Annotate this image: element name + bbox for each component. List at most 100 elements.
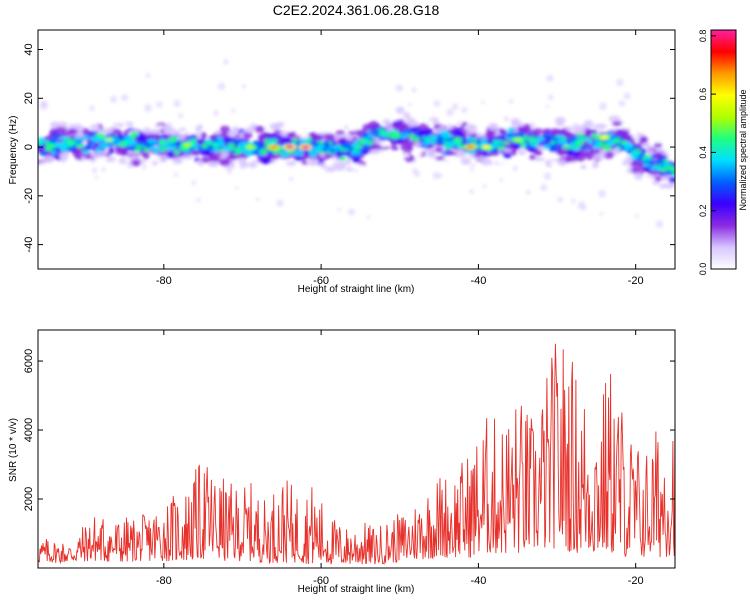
heatmap-cell: [502, 148, 512, 153]
heatmap-outlier: [571, 198, 576, 204]
heatmap-cell: [150, 157, 162, 162]
heatmap-cell: [125, 121, 134, 127]
heatmap-cell: [73, 137, 83, 142]
heatmap-cell: [625, 144, 634, 149]
heatmap-outlier: [481, 100, 485, 104]
heatmap-cell: [281, 130, 288, 138]
heatmap-cell: [566, 137, 577, 142]
heatmap-cell: [563, 132, 575, 139]
heatmap-cell: [585, 171, 594, 177]
heatmap-cell: [363, 145, 372, 150]
heatmap-cell: [644, 157, 651, 161]
heatmap-cell: [339, 156, 347, 162]
heatmap-cell: [205, 139, 212, 144]
heatmap-cell: [50, 149, 57, 154]
heatmap-cell: [173, 150, 180, 155]
heatmap-cell: [350, 122, 361, 131]
heatmap-cell: [40, 122, 49, 131]
heatmap-cell: [207, 161, 219, 167]
heatmap-hotspot-core: [246, 145, 255, 150]
heatmap-cell: [642, 126, 652, 132]
heatmap-cell: [166, 145, 177, 151]
heatmap-cell: [269, 123, 280, 131]
y-tick-label: 4000: [23, 418, 35, 442]
heatmap-cell: [367, 140, 374, 145]
heatmap-cell: [149, 145, 155, 150]
heatmap-cell: [631, 166, 641, 174]
snr-y-axis-label: SNR (10 * v/v): [8, 418, 19, 482]
heatmap-cell: [369, 129, 381, 134]
heatmap-cell: [134, 144, 146, 148]
heatmap-cell: [308, 149, 319, 154]
heatmap-outlier: [599, 212, 603, 216]
heatmap-outlier: [173, 99, 181, 108]
heatmap-cell: [550, 160, 558, 166]
heatmap-cell: [655, 152, 663, 159]
heatmap-cell: [584, 138, 592, 142]
heatmap-cell: [219, 158, 231, 166]
heatmap-cell: [405, 143, 413, 152]
heatmap-outlier: [543, 172, 552, 180]
heatmap-outlier: [156, 101, 163, 108]
heatmap-cell: [243, 131, 253, 139]
heatmap-outlier: [235, 186, 239, 190]
heatmap-cell: [446, 151, 457, 156]
heatmap-cell: [598, 142, 604, 148]
heatmap-cell: [580, 145, 590, 151]
heatmap-cell: [622, 134, 632, 142]
heatmap-cell: [426, 119, 433, 126]
heatmap-cell: [281, 136, 290, 143]
heatmap-cell: [668, 176, 675, 184]
heatmap-outlier: [178, 113, 184, 119]
snr-x-axis-label: Height of straight line (km): [298, 584, 415, 595]
heatmap-cell: [548, 152, 559, 159]
heatmap-cell: [554, 116, 566, 125]
x-tick-label: -60: [313, 275, 329, 287]
heatmap-cell: [571, 146, 581, 151]
snr-y-ticks: 2000 4000 6000: [23, 349, 675, 511]
heatmap-cell: [368, 102, 379, 108]
heatmap-outlier: [581, 205, 586, 211]
heatmap-hotspot-core: [600, 135, 609, 140]
heatmap-cell: [358, 138, 368, 144]
heatmap-cell: [379, 140, 389, 148]
heatmap-cell: [172, 156, 184, 165]
heatmap-cell: [520, 141, 527, 147]
heatmap-cell: [395, 106, 405, 115]
heatmap-cell: [503, 153, 512, 159]
heatmap-cell: [345, 158, 352, 166]
heatmap-outlier: [89, 105, 95, 112]
heatmap-cell: [286, 160, 297, 166]
snr-x-ticks: -80 -60 -40 -20: [156, 330, 644, 587]
heatmap-cell: [487, 140, 493, 145]
heatmap-cell: [287, 149, 293, 155]
heatmap-cell: [131, 159, 141, 167]
heatmap-panel: -80 -60 -40 -20 40 20 0 -20 -40 Height of strai…: [8, 29, 676, 295]
heatmap-cell: [500, 128, 508, 135]
heatmap-cell: [624, 141, 632, 146]
heatmap-outlier: [432, 172, 440, 179]
heatmap-cell: [244, 127, 255, 134]
heatmap-outlier: [110, 95, 118, 104]
heatmap-cell: [542, 144, 551, 150]
heatmap-cell: [439, 161, 449, 167]
heatmap-cell: [391, 123, 402, 129]
heatmap-cell: [267, 135, 276, 140]
colorbar-tick-label: 0.4: [698, 146, 708, 159]
heatmap-hotspot-core: [269, 145, 278, 150]
heatmap-cell: [608, 115, 621, 122]
heatmap-cell: [411, 136, 421, 142]
heatmap-cell: [485, 164, 493, 171]
heatmap-cell: [119, 140, 128, 147]
heatmap-outlier: [499, 178, 504, 182]
heatmap-cell: [311, 141, 320, 146]
heatmap-cell: [123, 130, 130, 136]
heatmap-cell: [201, 157, 209, 163]
colorbar-ticks: 0.0 0.2 0.4 0.6 0.8: [698, 30, 716, 275]
heatmap-outlier: [366, 215, 371, 219]
heatmap-cell: [639, 136, 649, 144]
heatmap-cell: [647, 149, 655, 156]
heatmap-cell: [592, 161, 599, 169]
heatmap-cell: [484, 130, 496, 138]
heatmap-cell: [312, 134, 322, 142]
